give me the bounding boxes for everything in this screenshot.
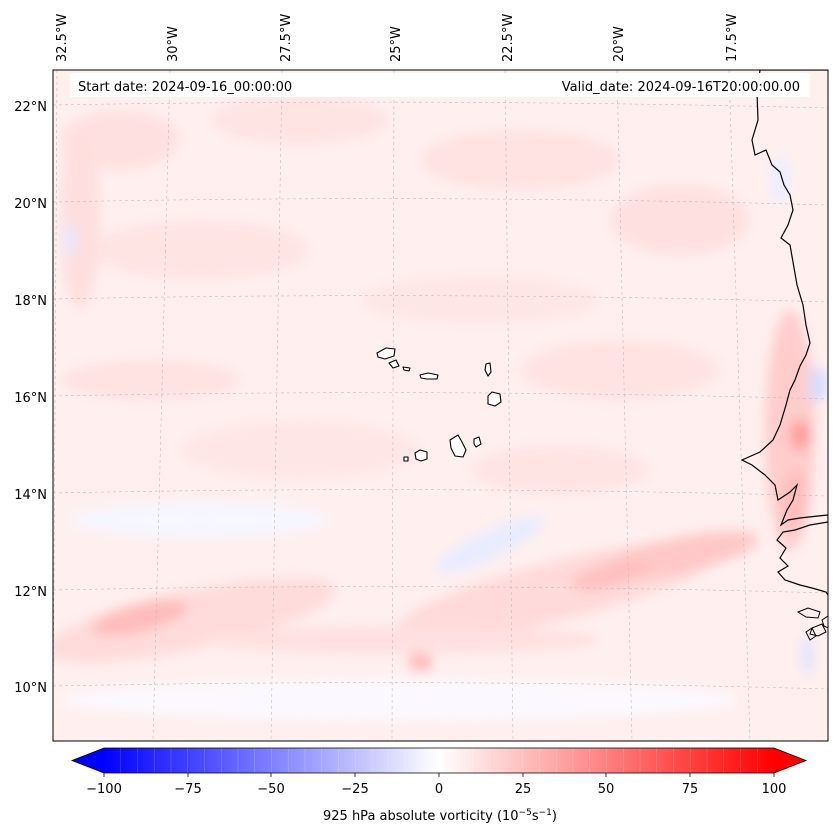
valid-date-label: Valid_date: 2024-09-16T20:00:00.00 [562,80,800,95]
colorbar-max-extend [774,748,806,773]
colorbar-ticks [103,773,775,777]
colorbar-tick-labels: −100 −75 −50 −25 0 25 50 75 100 [86,782,786,797]
colorbar-tick-label: 50 [598,782,615,797]
colorbar-tick-label: −50 [257,782,284,797]
lat-label: 16°N [14,391,47,406]
longitude-labels: 32.5°W 30°W 27.5°W 25°W 22.5°W 20°W 17.5… [55,14,740,62]
colorbar-tick-label: 75 [682,782,699,797]
lat-label: 10°N [14,681,47,696]
bijagos-islands [796,607,828,641]
africa-coastline [740,70,828,596]
lon-label: 27.5°W [279,14,294,62]
colorbar-tick-label: −100 [86,782,122,797]
lon-label: 32.5°W [55,14,70,62]
start-date-label: Start date: 2024-09-16_00:00:00 [78,80,292,95]
colorbar-gradient [104,748,774,773]
map-panel: Start date: 2024-09-16_00:00:00 Valid_da… [52,69,829,742]
lat-label: 20°N [14,197,47,212]
latitude-labels: 22°N 20°N 18°N 16°N 14°N 12°N 10°N [14,100,47,696]
colorbar-min-extend [72,748,104,773]
lat-label: 14°N [14,488,47,503]
lon-label: 22.5°W [501,14,516,62]
colorbar: −100 −75 −50 −25 0 25 50 75 100 925 hPa … [70,747,808,824]
lon-label: 25°W [389,26,404,62]
colorbar-tick-label: −75 [174,782,201,797]
colorbar-label: 925 hPa absolute vorticity (10−5s−1) [323,808,557,824]
graticule [53,70,828,741]
lat-label: 22°N [14,100,47,115]
colorbar-tick-label: 25 [515,782,532,797]
colorbar-steps [120,748,758,773]
colorbar-tick-label: 0 [435,782,443,797]
lat-label: 18°N [14,294,47,309]
lat-label: 12°N [14,585,47,600]
map-frame [52,69,829,742]
lon-label: 20°W [612,26,627,62]
colorbar-tick-label: −25 [341,782,368,797]
date-strip [70,73,810,97]
colorbar-tick-label: 100 [762,782,787,797]
cape-verde-islands [376,347,502,462]
vorticity-field [53,70,828,741]
lon-label: 17.5°W [725,14,740,62]
lon-label: 30°W [166,26,181,62]
